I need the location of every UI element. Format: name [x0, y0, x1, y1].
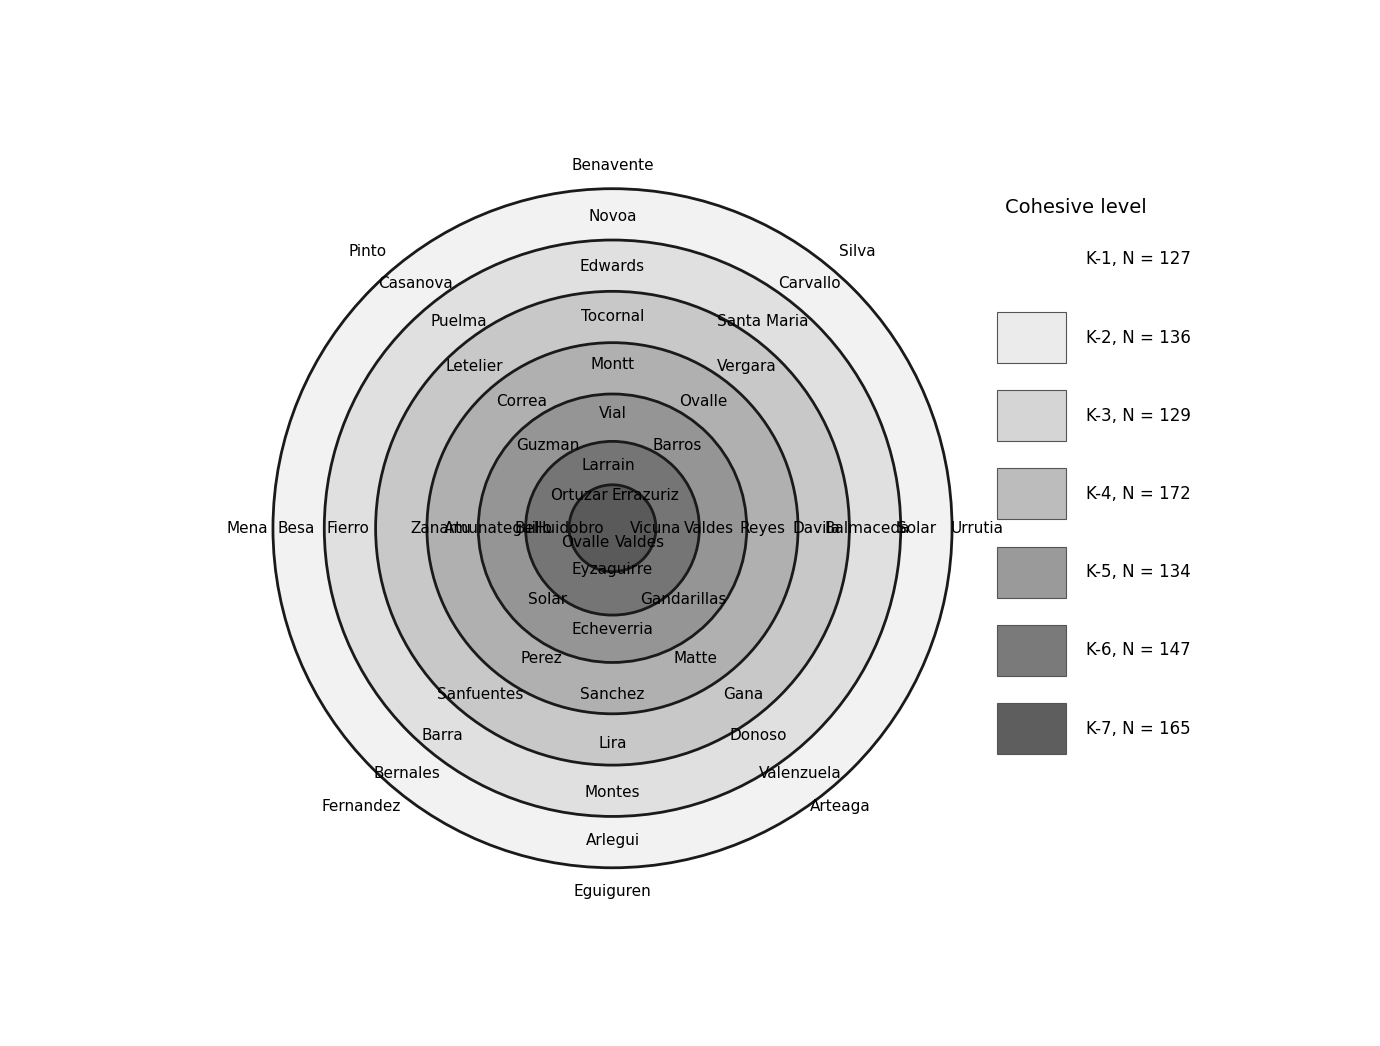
Text: Fernandez: Fernandez	[322, 799, 402, 814]
Ellipse shape	[375, 292, 849, 765]
Bar	[996, 469, 1067, 520]
Text: Larrain: Larrain	[582, 457, 635, 473]
Text: Ovalle: Ovalle	[560, 535, 609, 550]
Text: Valenzuela: Valenzuela	[759, 766, 842, 780]
Ellipse shape	[526, 441, 700, 615]
Text: Gandarillas: Gandarillas	[640, 592, 727, 607]
Text: Eyzaguirre: Eyzaguirre	[571, 562, 653, 576]
Text: Carvallo: Carvallo	[778, 276, 842, 291]
Text: Vergara: Vergara	[716, 359, 777, 373]
Ellipse shape	[569, 484, 656, 572]
Text: K-5, N = 134: K-5, N = 134	[1086, 563, 1191, 582]
Text: Donoso: Donoso	[730, 728, 788, 743]
Text: Sanchez: Sanchez	[581, 686, 644, 702]
Text: Benavente: Benavente	[571, 158, 654, 173]
Text: Valdes: Valdes	[683, 521, 734, 536]
Text: Letelier: Letelier	[446, 359, 504, 373]
Text: Arlegui: Arlegui	[585, 833, 639, 847]
Text: Santa Maria: Santa Maria	[716, 314, 809, 328]
Text: Vicuna: Vicuna	[631, 521, 682, 536]
Text: Eguiguren: Eguiguren	[574, 884, 651, 899]
Text: Correa: Correa	[497, 394, 548, 409]
Bar	[996, 312, 1067, 363]
Text: Puelma: Puelma	[431, 314, 487, 328]
Text: Pinto: Pinto	[349, 245, 386, 259]
Text: Barra: Barra	[422, 728, 464, 743]
Text: Mena: Mena	[226, 521, 269, 536]
Text: Gana: Gana	[723, 686, 763, 702]
Text: Solar: Solar	[897, 521, 936, 536]
Text: Montt: Montt	[591, 358, 635, 372]
Ellipse shape	[324, 240, 901, 817]
Text: Bello: Bello	[515, 521, 552, 536]
Text: Arteaga: Arteaga	[810, 799, 871, 814]
Ellipse shape	[273, 188, 952, 868]
Ellipse shape	[479, 394, 747, 662]
Text: Matte: Matte	[673, 651, 718, 666]
Text: Urrutia: Urrutia	[951, 521, 1003, 536]
Text: Barros: Barros	[653, 438, 702, 453]
Text: Casanova: Casanova	[378, 276, 453, 291]
Text: Cohesive level: Cohesive level	[1005, 199, 1147, 218]
Ellipse shape	[426, 343, 798, 713]
Text: Davila: Davila	[792, 521, 840, 536]
Text: Silva: Silva	[839, 245, 875, 259]
Text: Ortuzar: Ortuzar	[551, 487, 609, 502]
Text: Montes: Montes	[585, 786, 640, 800]
Text: K-1, N = 127: K-1, N = 127	[1086, 250, 1191, 269]
Text: Besa: Besa	[277, 521, 316, 536]
Text: Lira: Lira	[599, 735, 627, 751]
Bar	[996, 703, 1067, 754]
Text: Guzman: Guzman	[516, 438, 580, 453]
Text: Fierro: Fierro	[327, 521, 370, 536]
Text: Perez: Perez	[520, 651, 562, 666]
Text: Errazuriz: Errazuriz	[611, 487, 679, 502]
Text: Balmaceda: Balmaceda	[824, 521, 909, 536]
Text: K-2, N = 136: K-2, N = 136	[1086, 328, 1191, 346]
Text: Tocornal: Tocornal	[581, 310, 644, 324]
Bar	[996, 624, 1067, 676]
Bar	[996, 547, 1067, 597]
Text: K-7, N = 165: K-7, N = 165	[1086, 720, 1191, 737]
Text: Amunategui: Amunategui	[443, 521, 537, 536]
Text: Sanfuentes: Sanfuentes	[436, 686, 523, 702]
Text: Bernales: Bernales	[374, 766, 440, 780]
Text: Solar: Solar	[529, 592, 567, 607]
Text: Huidobro: Huidobro	[534, 521, 604, 536]
Bar	[996, 390, 1067, 441]
Text: K-3, N = 129: K-3, N = 129	[1086, 407, 1191, 425]
Text: K-6, N = 147: K-6, N = 147	[1086, 641, 1191, 659]
Text: Zanartu: Zanartu	[410, 521, 471, 536]
Text: Reyes: Reyes	[740, 521, 785, 536]
Text: Ovalle: Ovalle	[679, 394, 727, 409]
Text: Edwards: Edwards	[580, 258, 644, 274]
Text: Novoa: Novoa	[588, 209, 636, 224]
Text: Vial: Vial	[599, 406, 627, 422]
Text: K-4, N = 172: K-4, N = 172	[1086, 485, 1191, 503]
Text: Echeverria: Echeverria	[571, 621, 654, 637]
Text: Valdes: Valdes	[615, 535, 665, 550]
